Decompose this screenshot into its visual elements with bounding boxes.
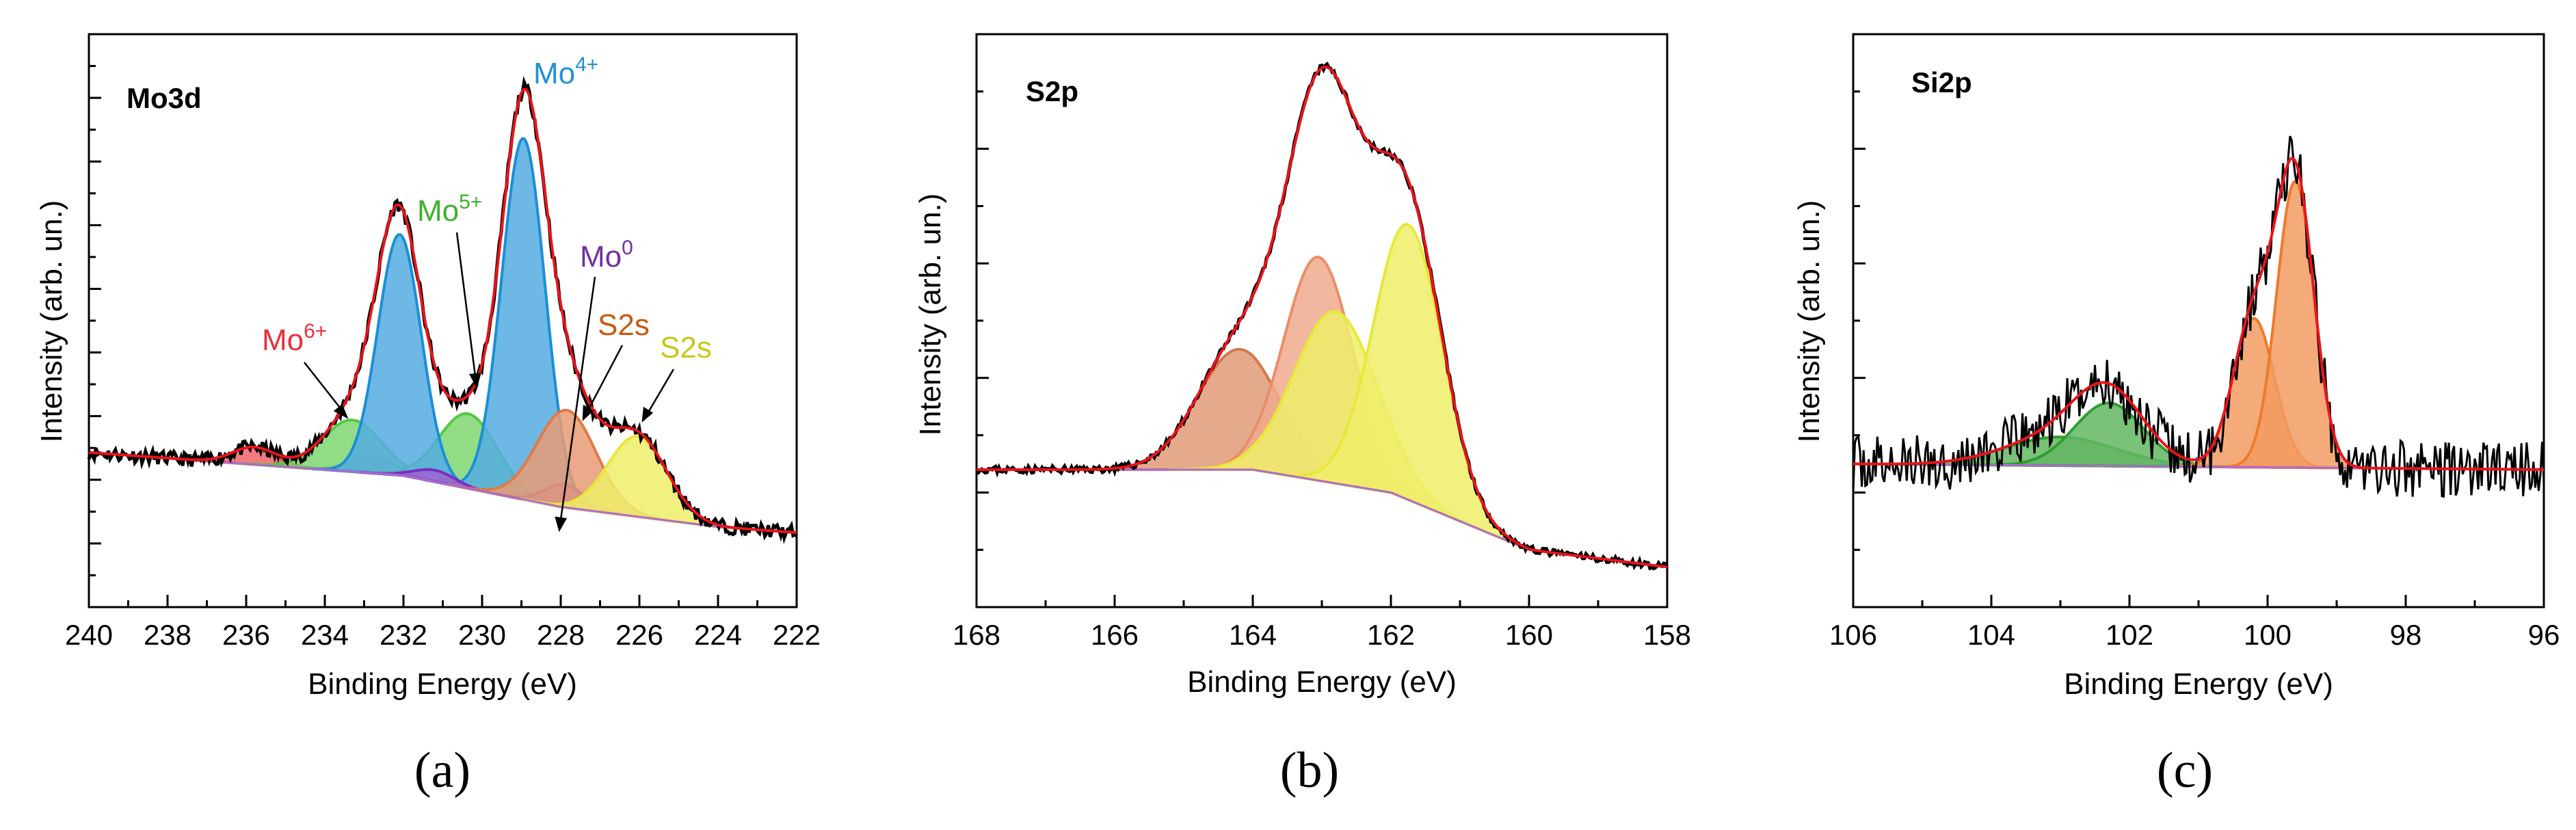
panel-a-title: Mo3d [127,82,202,114]
caption-c: (c) [2156,742,2214,799]
label-s2s-2: S2s [660,331,712,364]
panel-b-x-axis-label: Binding Energy (eV) [1187,665,1457,699]
x-tick-label-0-7: 226 [615,619,663,651]
x-tick-label-2-0: 106 [1829,619,1877,651]
experimental-curve-2 [1852,135,2545,498]
panel-c-ticks: 106 104 102 100 98 96 [1829,90,2560,651]
caption-a: (a) [414,742,471,799]
panel-c-peak-fills [1853,179,2371,470]
x-tick-label-0-3: 234 [301,619,349,651]
panel-a-arrows [304,232,675,533]
x-tick-label-2-5: 96 [2528,619,2560,651]
x-tick-label-0-0: 240 [65,619,113,651]
panel-c-plot-frame [1852,33,2545,608]
panel-c-curves [1852,135,2545,498]
x-tick-label-1-3: 162 [1367,619,1415,651]
x-tick-label-0-8: 224 [694,619,742,651]
x-tick-label-0-9: 222 [773,619,821,651]
x-tick-label-0-1: 238 [144,619,191,651]
envelope-curve-0 [88,88,797,535]
panel-b-y-axis-label: Intensity (arb. un.) [914,193,947,436]
x-tick-label-2-2: 102 [2106,619,2153,651]
label-mo5: Mo5+ [417,191,482,228]
panel-a-x-axis-label: Binding Energy (eV) [308,667,577,701]
x-tick-label-0-2: 236 [222,619,270,651]
label-mo4: Mo4+ [533,53,598,90]
panel-b-s2p-chart: 168 166 164 162 160 158 S2p Binding Energy (e… [914,33,1691,699]
x-tick-label-0-6: 228 [537,619,585,651]
x-tick-label-1-1: 166 [1091,619,1139,651]
panel-b-peak-fills [1073,223,1546,554]
x-tick-label-0-5: 230 [458,619,506,651]
panel-a-y-axis-label: Intensity (arb. un.) [35,200,68,443]
panel-c-x-axis-label: Binding Energy (eV) [2064,667,2333,701]
x-tick-label-2-4: 98 [2390,619,2422,651]
x-tick-label-1-4: 160 [1505,619,1553,651]
panel-a-mo3d-chart: 240 238 236 234 232 230 228 226 224 222 Mo3d Bind… [35,33,821,701]
x-tick-label-0-4: 232 [380,619,427,651]
label-mo6: Mo6+ [262,320,327,357]
panel-b-curves [976,61,1669,571]
panel-b-title: S2p [1026,75,1078,107]
panel-a-curves [87,76,798,545]
x-tick-label-1-0: 168 [953,619,1000,651]
panel-b-ticks: 168 166 164 162 160 158 [953,90,1691,651]
caption-b: (b) [1279,742,1340,799]
x-tick-label-2-3: 100 [2244,619,2292,651]
panel-a-ticks: 240 238 236 234 232 230 228 226 224 222 [65,65,821,651]
envelope-curve-1 [977,65,1668,569]
label-s2s-1: S2s [598,308,650,342]
panel-c-si2p-chart: 106 104 102 100 98 96 Si2p Binding Energy (eV… [1792,33,2560,701]
x-tick-label-1-5: 158 [1643,619,1691,651]
x-tick-label-1-2: 164 [1229,619,1277,651]
panel-c-title: Si2p [1911,66,1972,98]
panel-c-y-axis-label: Intensity (arb. un.) [1792,200,1826,443]
background-line-0 [88,451,797,534]
envelope-curve-2 [1853,157,2544,471]
x-tick-label-2-1: 104 [1967,619,2015,651]
label-mo0: Mo0 [580,237,633,273]
